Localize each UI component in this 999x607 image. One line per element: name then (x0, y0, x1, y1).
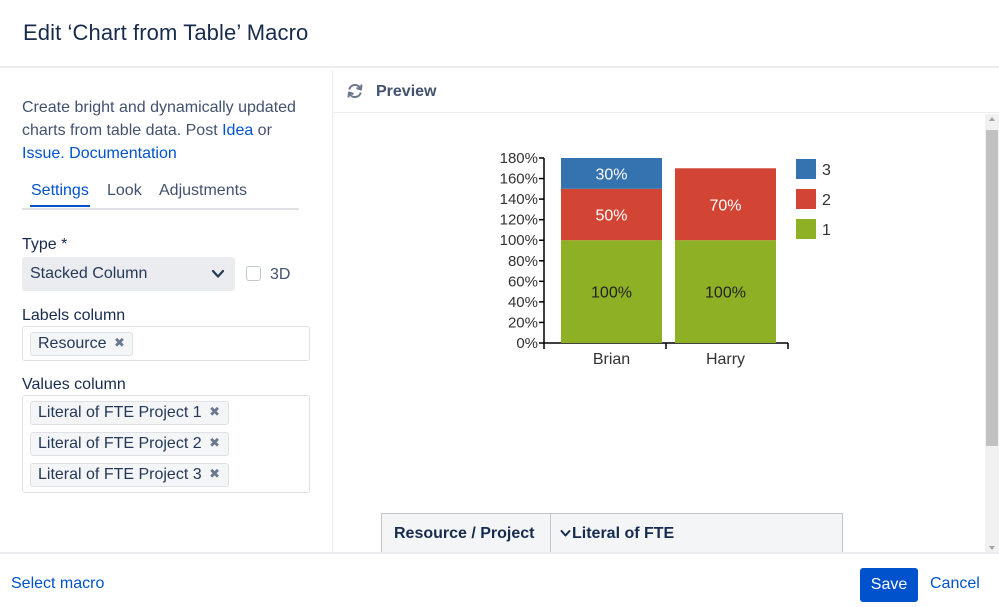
chip-label: Literal of FTE Project 3 (38, 466, 202, 483)
scrollbar-thumb[interactable] (986, 130, 998, 446)
legend-label: 2 (822, 192, 831, 209)
issue-link[interactable]: Issue. (22, 145, 65, 162)
y-tick-label: 100% (500, 232, 538, 249)
tab-settings[interactable]: Settings (30, 182, 90, 207)
literal-fte-header: Literal of FTE (572, 525, 675, 542)
legend-swatch-2 (796, 189, 816, 209)
remove-icon[interactable]: ✖ (209, 466, 221, 481)
labels-column-field[interactable]: Resource ✖ (22, 326, 310, 361)
preview-header: Preview (334, 70, 999, 113)
type-label: Type * (22, 236, 68, 253)
bar-segment-brian-3 (561, 158, 662, 189)
preview-panel: Preview 0% 20% 40% 60% 80% 100% 120% 140% 160% 18… (334, 70, 999, 554)
save-button[interactable]: Save (860, 568, 918, 602)
tab-adjustments[interactable]: Adjustments (159, 182, 248, 199)
cancel-button[interactable]: Cancel (930, 575, 980, 592)
chart-type-select[interactable]: Stacked Column (22, 257, 235, 291)
table-header-cell[interactable]: Literal of FTE (552, 514, 844, 554)
legend-swatch-1 (796, 219, 816, 239)
chip-fte-project-1: Literal of FTE Project 1 ✖ (30, 401, 229, 425)
chip-label: Resource (38, 335, 107, 352)
refresh-icon[interactable] (346, 82, 364, 100)
bar-segment-brian-1 (561, 240, 662, 343)
scroll-up-arrow-icon[interactable] (989, 117, 995, 121)
values-column-field[interactable]: Literal of FTE Project 1 ✖ Literal of FT… (22, 395, 310, 493)
chip-fte-project-2: Literal of FTE Project 2 ✖ (30, 432, 229, 456)
y-tick-label: 180% (500, 150, 538, 167)
y-tick-label: 120% (500, 212, 538, 229)
remove-icon[interactable]: ✖ (114, 335, 125, 350)
legend-label: 1 (822, 222, 831, 239)
resource-project-header: Resource / Project (394, 525, 535, 542)
macro-description: Create bright and dynamically updated ch… (22, 96, 312, 165)
x-tick-label: Harry (706, 351, 745, 368)
select-macro-link[interactable]: Select macro (11, 575, 105, 592)
description-or: or (253, 122, 272, 139)
chart-type-value: Stacked Column (30, 265, 148, 282)
dialog-header: Edit ‘Chart from Table’ Macro (0, 0, 999, 68)
y-tick-label: 40% (508, 294, 538, 311)
description-text: Create bright and dynamically updated ch… (22, 99, 296, 139)
bar-segment-harry-1 (675, 240, 776, 343)
y-tick-label: 0% (516, 335, 538, 352)
preview-table-header: Resource / Project Literal of FTE (381, 513, 844, 554)
settings-panel: Create bright and dynamically updated ch… (0, 70, 333, 552)
chip-resource: Resource ✖ (30, 332, 134, 356)
data-label: 100% (591, 285, 632, 302)
values-column-label: Values column (22, 376, 126, 393)
y-tick-label: 20% (508, 314, 538, 331)
3d-checkbox[interactable] (246, 266, 261, 281)
data-label: 100% (705, 285, 746, 302)
data-label: 70% (709, 197, 741, 214)
dialog-title: Edit ‘Chart from Table’ Macro (23, 20, 309, 45)
idea-link[interactable]: Idea (222, 122, 254, 139)
settings-tabs: Settings Look Adjustments (22, 182, 299, 210)
remove-icon[interactable]: ✖ (209, 435, 221, 450)
stacked-column-chart: 0% 20% 40% 60% 80% 100% 120% 140% 160% 180% 100% 50… (500, 150, 831, 368)
documentation-link[interactable]: Documentation (69, 145, 177, 162)
scroll-down-arrow-icon[interactable] (989, 546, 995, 550)
data-label: 50% (595, 208, 627, 225)
legend-label: 3 (822, 162, 831, 179)
chevron-down-icon (560, 530, 571, 537)
y-tick-label: 140% (500, 191, 538, 208)
tab-look[interactable]: Look (107, 182, 142, 199)
data-label: 30% (595, 166, 627, 183)
labels-column-label: Labels column (22, 307, 126, 324)
preview-title: Preview (376, 83, 437, 100)
table-header-cell: Resource / Project (382, 514, 551, 554)
chevron-down-icon (211, 269, 225, 278)
y-tick-label: 160% (500, 171, 538, 188)
chip-label: Literal of FTE Project 1 (38, 404, 202, 421)
legend-swatch-3 (796, 159, 816, 179)
chip-fte-project-3: Literal of FTE Project 3 ✖ (30, 463, 229, 487)
chip-label: Literal of FTE Project 2 (38, 435, 202, 452)
y-tick-label: 80% (508, 253, 538, 270)
3d-checkbox-label: 3D (270, 266, 291, 283)
x-tick-label: Brian (593, 351, 630, 368)
bar-segment-brian-2 (561, 188, 662, 241)
y-tick-label: 60% (508, 273, 538, 290)
bar-segment-harry-2 (675, 168, 776, 241)
remove-icon[interactable]: ✖ (209, 404, 221, 419)
dialog-footer: Select macro Save Cancel (0, 552, 999, 607)
